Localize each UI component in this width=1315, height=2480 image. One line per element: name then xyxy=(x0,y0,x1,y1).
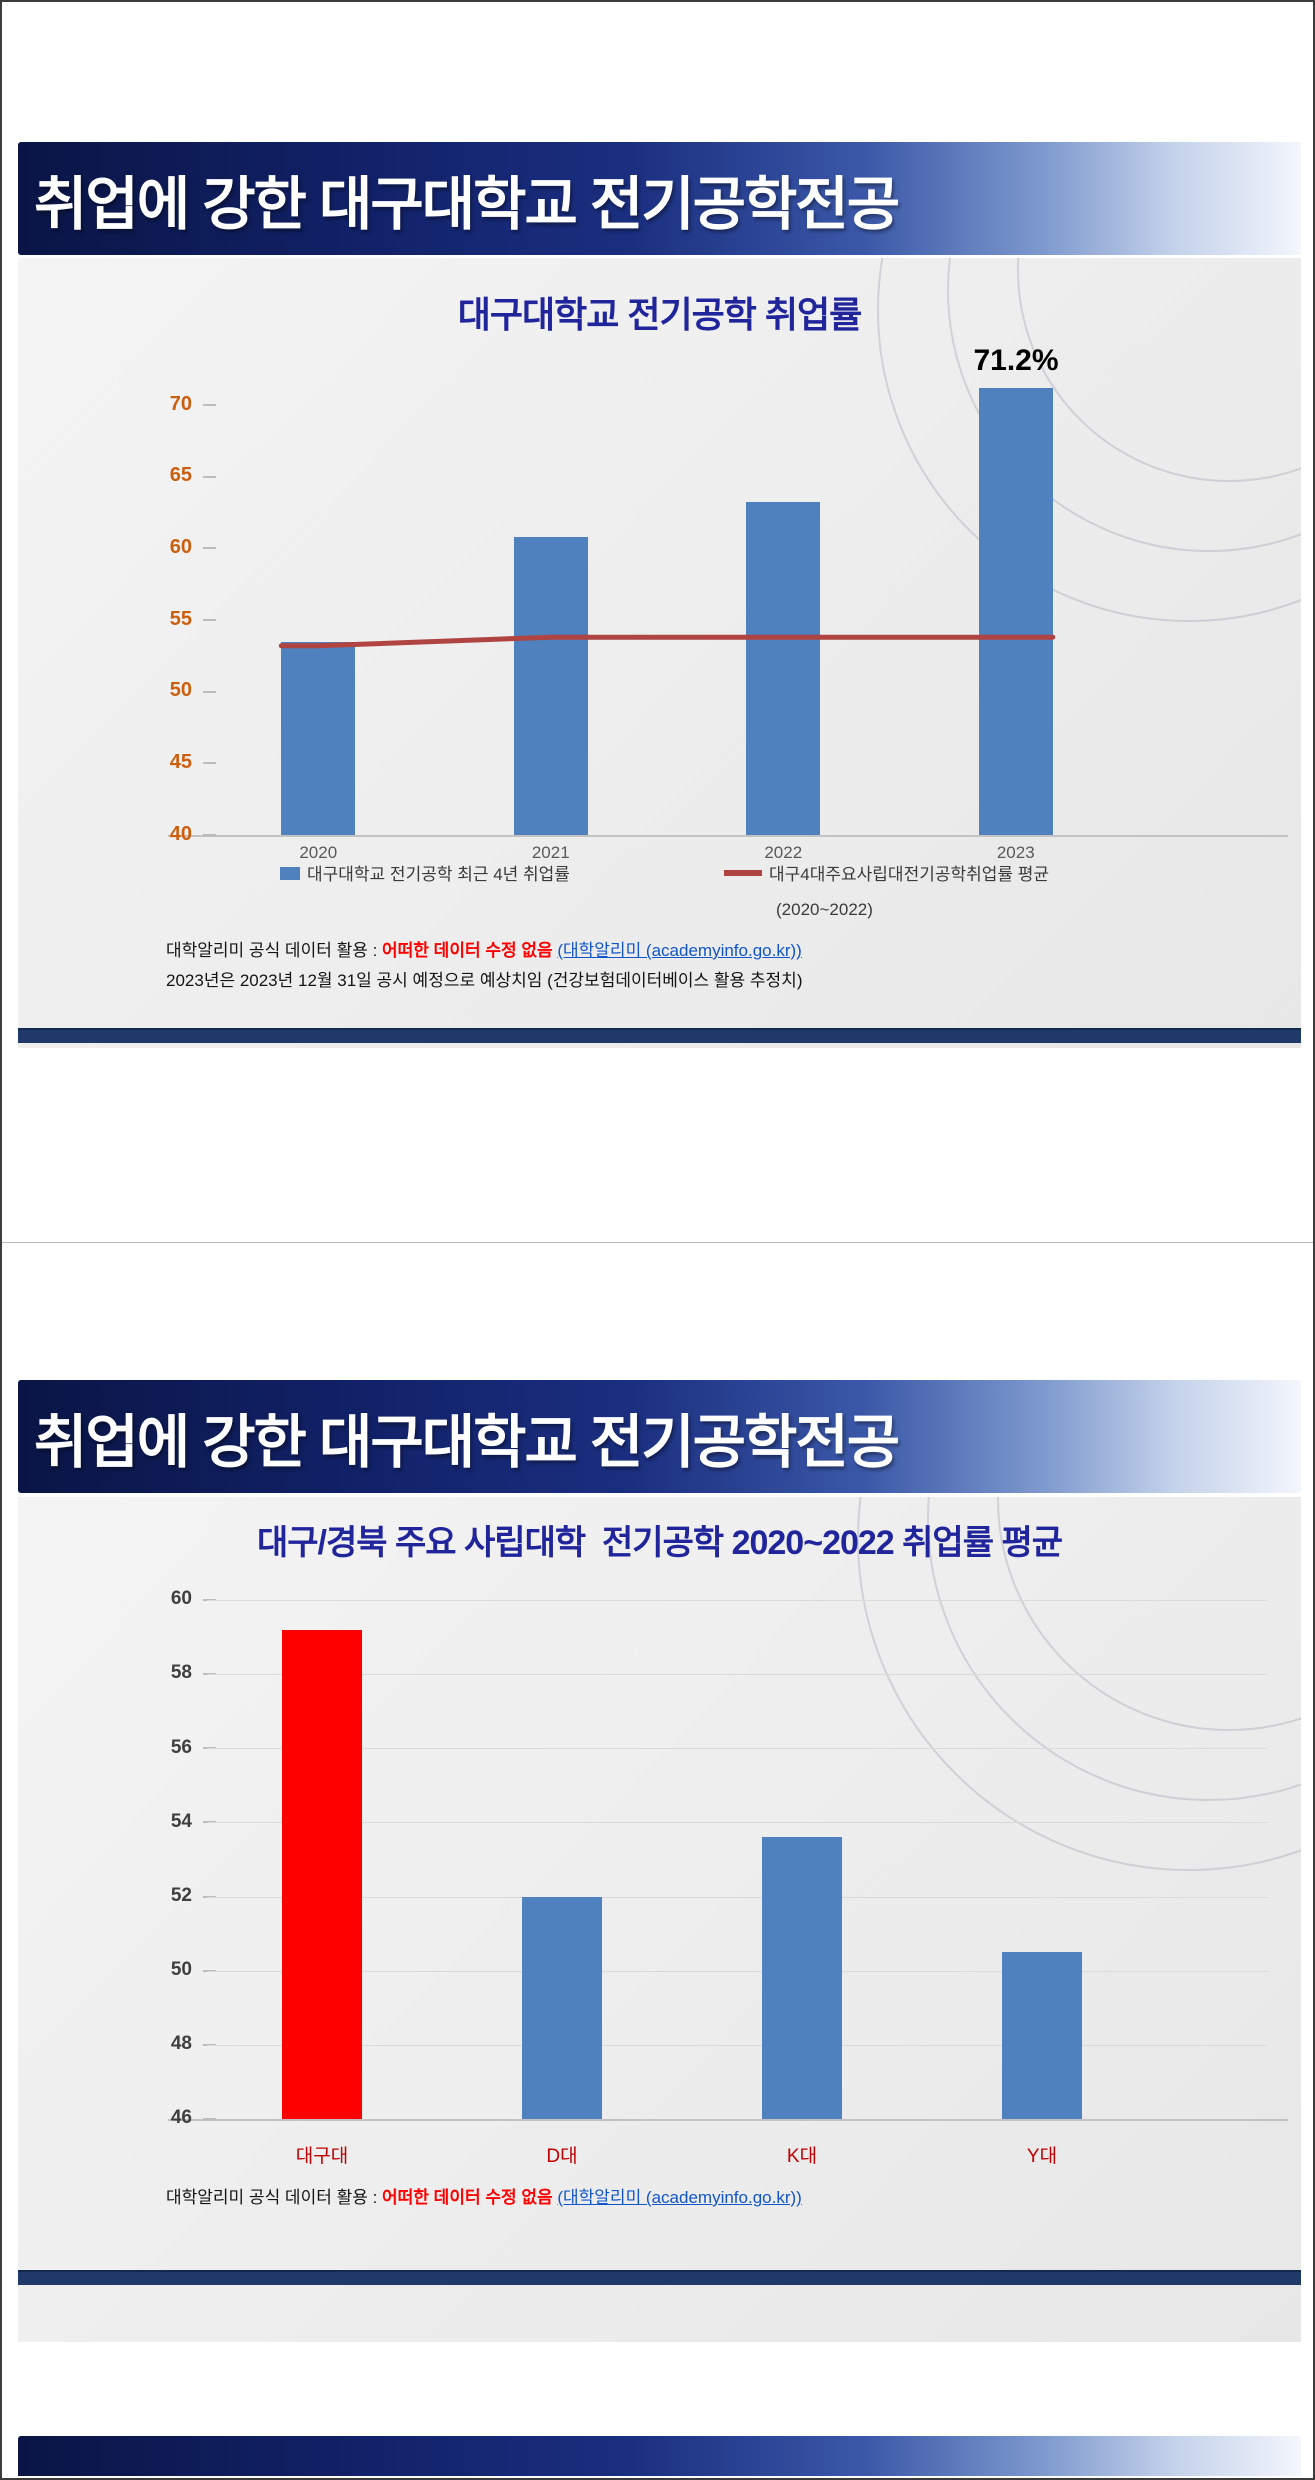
gridline-60 xyxy=(207,1600,1267,1601)
y-tick-mark xyxy=(203,547,216,550)
average-line-path xyxy=(278,634,1056,649)
y-tick-label-58: 58 xyxy=(170,1662,192,1684)
x-label-D대: D대 xyxy=(546,2146,578,2167)
slide-2: 취업에 강한 대구대학교 전기공학전공 대구/경북 주요 사립대학 전기공학 2… xyxy=(2,1243,1313,2478)
slide1-footnote-line2: 2023년은 2023년 12월 31일 공시 예정으로 예상치임 (건강보험데… xyxy=(166,971,803,990)
y-tick-label-60: 60 xyxy=(169,535,192,558)
slide-1: 취업에 강한 대구대학교 전기공학전공 대구대학교 전기공학 취업률 71.2%… xyxy=(2,2,1313,1242)
chart1-value-label-2023: 71.2% xyxy=(973,344,1059,377)
x-label-Y대: Y대 xyxy=(1026,2146,1058,2167)
y-tick-mark xyxy=(203,762,216,765)
gridline-54 xyxy=(207,1822,1267,1824)
y-tick-label-65: 65 xyxy=(169,464,192,487)
gridline-58 xyxy=(207,1674,1267,1676)
bar-D대 xyxy=(522,1896,602,2119)
chart1-legend-line-label: 대구4대주요사립대전기공학취업률 평균 xyxy=(769,865,1050,884)
y-tick-label-40: 40 xyxy=(169,822,192,845)
average-line-series xyxy=(278,634,1056,649)
x-label-2023: 2023 xyxy=(996,843,1035,862)
slide2-content-panel: 대구/경북 주요 사립대학 전기공학 2020~2022 취업률 평균 대학알리… xyxy=(18,1497,1301,2342)
bar-K대 xyxy=(762,1837,842,2119)
x-label-K대: K대 xyxy=(786,2146,818,2167)
page-separator xyxy=(2,1242,1313,1243)
slide2-header-bar: 취업에 강한 대구대학교 전기공학전공 xyxy=(18,1380,1301,1493)
chart1-legend-bar-label: 대구대학교 전기공학 최근 4년 취업률 xyxy=(307,865,570,884)
y-tick-mark xyxy=(203,619,216,621)
gridline-56 xyxy=(207,1748,1267,1750)
bar-2023 xyxy=(978,387,1053,835)
footnote-emphasis: 어떠한 데이터 수정 없음 xyxy=(382,941,553,960)
bar-2022 xyxy=(746,502,821,835)
y-tick-label-52: 52 xyxy=(170,1884,192,1906)
chart1-legend-line-sublabel: (2020~2022) xyxy=(776,900,873,919)
footnote-emphasis: 어떠한 데이터 수정 없음 xyxy=(382,2188,553,2207)
x-label-2021: 2021 xyxy=(531,843,570,862)
y-tick-label-46: 46 xyxy=(170,2107,192,2129)
y-tick-mark xyxy=(203,834,216,836)
chart1-x-axis-line xyxy=(168,835,1288,837)
y-tick-label-50: 50 xyxy=(170,1958,192,1980)
chart1-legend-item-bar: 대구대학교 전기공학 최근 4년 취업률 xyxy=(280,860,570,885)
slide1-content-panel: 대구대학교 전기공학 취업률 71.2% 대구대학교 전기공학 최근 4년 취업… xyxy=(18,258,1301,1048)
y-tick-mark xyxy=(203,690,216,693)
slide1-header-bar: 취업에 강한 대구대학교 전기공학전공 xyxy=(18,142,1301,255)
slide2-header-title: 취업에 강한 대구대학교 전기공학전공 xyxy=(34,1409,900,1475)
footnote-link[interactable]: (대학알리미 (academyinfo.go.kr)) xyxy=(557,941,802,960)
y-tick-label-45: 45 xyxy=(169,750,192,773)
y-tick-label-60: 60 xyxy=(170,1588,192,1610)
y-tick-label-54: 54 xyxy=(170,1810,192,1832)
slide1-footnote-line1: 대학알리미 공식 데이터 활용 : 어떠한 데이터 수정 없음 (대학알리미 (… xyxy=(166,936,802,961)
x-label-대구대: 대구대 xyxy=(295,2146,349,2167)
chart1-legend-item-line: 대구4대주요사립대전기공학취업률 평균 xyxy=(724,860,1049,885)
slide1-header-title: 취업에 강한 대구대학교 전기공학전공 xyxy=(34,171,900,237)
footnote-prefix: 대학알리미 공식 데이터 활용 : xyxy=(166,941,383,960)
x-label-2020: 2020 xyxy=(299,843,338,862)
slide2-bottom-divider-bar xyxy=(18,2270,1301,2285)
bar-2020 xyxy=(281,641,356,835)
chart2-title: 대구/경북 주요 사립대학 전기공학 2020~2022 취업률 평균 xyxy=(256,1524,1063,1562)
chart2-x-axis-line xyxy=(168,2119,1288,2121)
gridline-52 xyxy=(207,1896,1267,1898)
gridline-50 xyxy=(207,1970,1267,1972)
y-tick-label-48: 48 xyxy=(170,2033,192,2055)
y-tick-label-56: 56 xyxy=(170,1736,192,1758)
bar-대구대 xyxy=(282,1629,362,2119)
y-tick-label-55: 55 xyxy=(169,607,192,630)
footnote-link[interactable]: (대학알리미 (academyinfo.go.kr)) xyxy=(557,2188,802,2207)
next-slide-header-partial xyxy=(18,2436,1301,2476)
y-tick-mark xyxy=(203,475,216,478)
y-tick-label-70: 70 xyxy=(169,392,192,415)
chart1-title: 대구대학교 전기공학 취업률 xyxy=(457,294,862,335)
y-tick-label-50: 50 xyxy=(169,679,192,702)
slide2-footnote-line1: 대학알리미 공식 데이터 활용 : 어떠한 데이터 수정 없음 (대학알리미 (… xyxy=(166,2183,802,2208)
x-label-2022: 2022 xyxy=(764,843,803,862)
gridline-48 xyxy=(207,2044,1267,2046)
legend-bar-swatch-icon xyxy=(280,867,300,880)
bar-Y대 xyxy=(1002,1952,1082,2119)
legend-line-swatch-icon xyxy=(724,870,762,876)
slide1-bottom-divider-bar xyxy=(18,1028,1301,1043)
bar-2021 xyxy=(513,536,588,835)
footnote-prefix: 대학알리미 공식 데이터 활용 : xyxy=(166,2188,383,2207)
y-tick-mark xyxy=(203,404,216,406)
y-tick-mark xyxy=(203,2118,216,2120)
